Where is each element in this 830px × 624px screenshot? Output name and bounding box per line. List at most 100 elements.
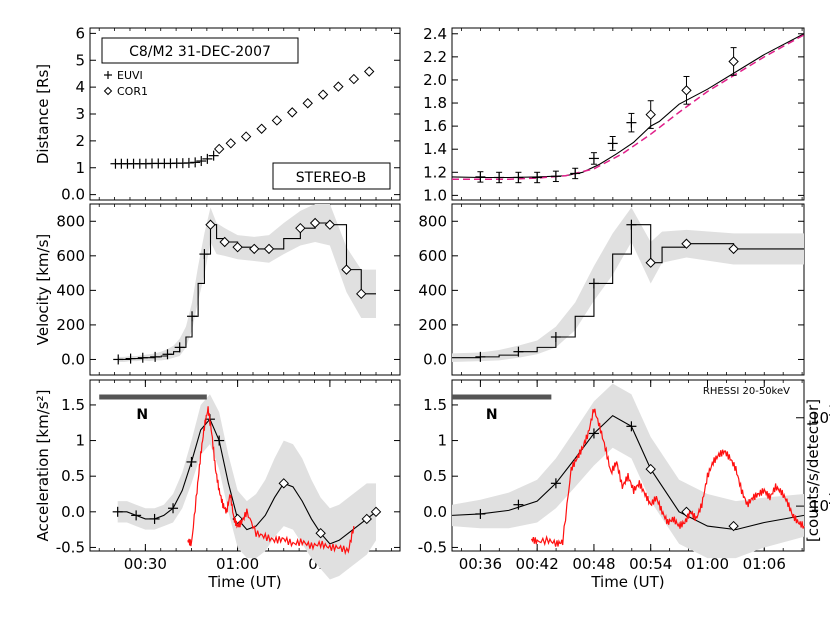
y-tick-label: 200 xyxy=(56,316,85,334)
legend-entry: COR1 xyxy=(117,85,148,98)
diamond-marker xyxy=(317,89,329,100)
x-axis-label: Time (UT) xyxy=(207,573,281,591)
diamond-marker xyxy=(681,238,692,249)
panel-velocity-right: 0.0 200 400 600 800 xyxy=(418,203,805,376)
instrument-box-text: STEREO-B xyxy=(296,170,366,186)
y2-tick-exponent: 3 xyxy=(828,402,830,420)
y-tick-label: 800 xyxy=(56,212,85,230)
y-tick-label: 3 xyxy=(75,105,85,123)
y-tick-label: 800 xyxy=(418,212,447,230)
y-tick-label: 2.2 xyxy=(423,48,447,66)
diamond-marker xyxy=(256,123,267,134)
diamond-marker xyxy=(309,217,321,229)
x-tick-label: 01:06 xyxy=(743,555,786,573)
panel-frame xyxy=(451,203,805,376)
diamond-marker xyxy=(645,109,656,120)
diamond-marker xyxy=(271,115,283,126)
y-tick-label: -0.5 xyxy=(418,538,447,556)
y-tick-label: 200 xyxy=(418,316,447,334)
diamond-marker xyxy=(225,138,236,149)
x-tick-label: 01:00 xyxy=(216,555,259,573)
y-tick-label: 1 xyxy=(437,432,447,450)
y-tick-label: 0.0 xyxy=(61,350,85,368)
diamond-marker xyxy=(645,257,656,268)
x-tick-label: 00:42 xyxy=(516,555,559,573)
y-tick-label: 6 xyxy=(75,24,85,42)
diamond-marker xyxy=(333,81,344,92)
diamond-marker xyxy=(363,66,375,77)
title-box xyxy=(101,37,299,64)
diamond-marker xyxy=(728,56,739,67)
rhessi-line xyxy=(187,406,355,556)
panel-distance-right: 1.0 1.2 1.4 1.6 1.8 2.0 2.2 2.4 xyxy=(423,25,805,204)
x-tick-label: 00:30 xyxy=(124,555,167,573)
y-axis-label: Velocity [km/s] xyxy=(34,234,52,345)
y-tick-label: 5 xyxy=(75,51,85,69)
rhessi-label: RHESSI 20-50keV xyxy=(703,386,790,397)
diamond-marker xyxy=(240,131,252,142)
diamond-marker xyxy=(295,222,306,234)
panel-frame xyxy=(89,203,401,376)
interval-bar xyxy=(452,394,552,400)
y-tick-label: 1 xyxy=(75,432,85,450)
x-tick-label: 00:54 xyxy=(629,555,672,573)
uncertainty-band xyxy=(118,204,377,363)
diamond-marker xyxy=(341,264,352,275)
y-tick-label: 0.0 xyxy=(61,186,85,204)
y2-axis-label: [counts/s/detector] xyxy=(804,399,822,542)
y-tick-label: 0.0 xyxy=(423,503,447,521)
rhessi-line xyxy=(530,408,805,547)
model-line xyxy=(452,34,805,180)
y-tick-label: 1.5 xyxy=(61,396,85,414)
diamond-marker xyxy=(232,241,243,253)
diamond-marker xyxy=(278,478,289,489)
diamond-marker xyxy=(370,506,382,518)
velocity-line xyxy=(452,224,804,359)
x-tick-label: 00:48 xyxy=(572,555,615,573)
y-tick-label: 1 xyxy=(75,159,85,177)
fit-line xyxy=(451,33,805,179)
diamond-marker xyxy=(728,243,739,255)
y2-tick-label: 10 xyxy=(810,409,829,427)
diamond-marker xyxy=(302,98,313,109)
uncertainty-band xyxy=(117,394,377,580)
diamond-marker xyxy=(103,86,113,96)
diamond-marker xyxy=(287,107,298,118)
diamond-marker xyxy=(356,288,367,300)
diamond-marker xyxy=(681,506,692,518)
diamond-marker xyxy=(361,513,372,525)
diamond-marker xyxy=(249,243,260,255)
panel-acceleration-left: -0.50.00.511.500:3001:0001:30Acceleratio… xyxy=(34,379,401,591)
x-tick-label: 00:36 xyxy=(459,555,502,573)
y-tick-label: -0.5 xyxy=(56,538,85,556)
diamond-marker xyxy=(324,219,336,230)
diamond-marker xyxy=(315,527,326,539)
y-tick-label: 1.5 xyxy=(423,396,447,414)
diamond-marker xyxy=(681,85,692,96)
y-tick-label: 1.8 xyxy=(423,94,447,112)
legend-entry: EUVI xyxy=(117,69,143,82)
panels: 0.0 1 2 3 4 5 6 Distance [Rs] C8/M2 31-DEC-2007 S… xyxy=(34,24,830,591)
y-tick-label: 2.0 xyxy=(423,71,447,89)
diamond-marker xyxy=(728,520,739,532)
y-tick-label: 400 xyxy=(418,281,447,299)
y-tick-label: 2 xyxy=(75,132,85,150)
interval-bar xyxy=(99,394,207,400)
y-axis-label: Acceleration [km/s²] xyxy=(34,390,52,542)
panel-frame xyxy=(451,379,805,552)
y-tick-label: 0.5 xyxy=(61,467,85,485)
x-tick-label: 01:00 xyxy=(686,555,729,573)
panel-frame xyxy=(451,27,805,201)
y-tick-label: 600 xyxy=(418,247,447,265)
diamond-marker xyxy=(219,236,230,248)
diamond-marker xyxy=(232,513,243,525)
y2-tick-exponent: 2 xyxy=(828,490,830,508)
diamond-marker xyxy=(645,463,656,475)
instrument-box xyxy=(272,162,391,190)
diamond-marker xyxy=(263,243,275,255)
y-tick-label: 2.4 xyxy=(423,25,447,43)
y-tick-label: 1.4 xyxy=(423,140,447,158)
y-tick-label: 400 xyxy=(56,281,85,299)
